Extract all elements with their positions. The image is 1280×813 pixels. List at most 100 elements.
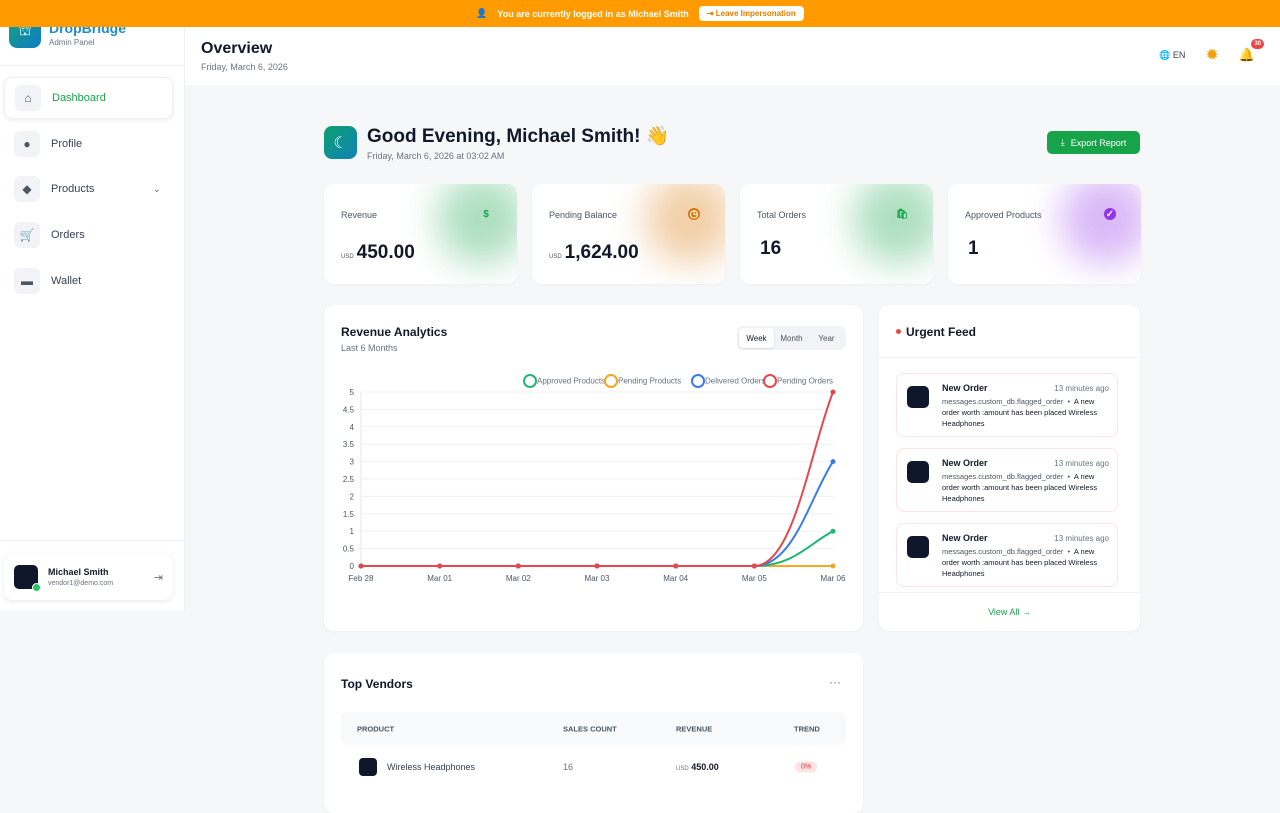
data-point[interactable] bbox=[830, 563, 836, 569]
table-row[interactable]: Wireless Headphones 16 USD 450.00 0% bbox=[341, 750, 846, 783]
y-tick-label: 3.5 bbox=[343, 440, 355, 449]
stat-card: Approved Products ✓ 1 bbox=[948, 184, 1141, 284]
notification-badge: 30 bbox=[1251, 39, 1264, 49]
product-thumbnail bbox=[907, 536, 929, 558]
export-report-button[interactable]: ⤓ Export Report bbox=[1047, 131, 1140, 154]
tab-year[interactable]: Year bbox=[818, 333, 835, 343]
avatar bbox=[14, 565, 41, 592]
x-tick-label: Mar 04 bbox=[663, 574, 688, 583]
revenue-analytics-card: Revenue Analytics Last 6 Months bbox=[324, 305, 863, 631]
live-dot-icon bbox=[896, 329, 901, 334]
banner-text: You are currently logged in as Michael S… bbox=[497, 8, 689, 19]
data-point[interactable] bbox=[515, 563, 521, 569]
logout-icon[interactable]: ⇥ bbox=[153, 571, 163, 584]
greeting-title: Good Evening, Michael Smith! 👋 bbox=[367, 126, 670, 147]
x-tick-label: Feb 28 bbox=[349, 574, 374, 583]
feed-item[interactable]: New Order 13 minutes ago messages.custom_… bbox=[896, 373, 1118, 437]
leave-impersonation-button[interactable]: ⇥ Leave Impersonation bbox=[698, 6, 804, 21]
data-point[interactable] bbox=[830, 459, 836, 465]
sidebar-item-dashboard[interactable]: ⌂ Dashboard bbox=[4, 77, 173, 119]
table-header: PRODUCT SALES COUNT REVENUE TREND bbox=[341, 712, 846, 745]
clock-icon: ◷ bbox=[688, 208, 700, 220]
legend-marker[interactable] bbox=[604, 374, 618, 388]
more-options-icon[interactable]: ··· bbox=[829, 675, 841, 689]
legend-label[interactable]: Pending Orders bbox=[777, 377, 833, 386]
greeting-datetime: Friday, March 6, 2026 at 03:02 AM bbox=[367, 151, 505, 161]
theme-toggle-sun-icon[interactable]: ✹ bbox=[1205, 47, 1219, 64]
data-point[interactable] bbox=[437, 563, 443, 569]
user-card[interactable]: Michael Smith vendor1@demo.com ⇥ bbox=[4, 554, 173, 600]
legend-marker[interactable] bbox=[523, 374, 537, 388]
bell-icon[interactable]: 🔔 30 bbox=[1239, 39, 1264, 63]
y-tick-label: 4.5 bbox=[343, 405, 355, 414]
box-icon: ◆ bbox=[14, 176, 40, 202]
brand-sub: Admin Panel bbox=[49, 38, 95, 47]
data-point[interactable] bbox=[673, 563, 679, 569]
home-icon: ⌂ bbox=[15, 85, 41, 111]
feed-item[interactable]: New Order 13 minutes ago messages.custom_… bbox=[896, 523, 1118, 587]
globe-icon: 🌐 bbox=[1159, 49, 1171, 60]
sidebar-item-products[interactable]: ◆ Products ⌄ bbox=[4, 168, 173, 210]
legend-marker[interactable] bbox=[763, 374, 777, 388]
legend-label[interactable]: Pending Products bbox=[618, 377, 681, 386]
bag-icon: 🛍 bbox=[895, 208, 909, 220]
tab-week[interactable]: Week bbox=[739, 328, 774, 348]
wallet-icon: ▬ bbox=[14, 268, 40, 294]
legend-label[interactable]: Delivered Orders bbox=[705, 377, 765, 386]
download-icon: ⤓ bbox=[1060, 137, 1065, 147]
stat-card: Pending Balance ◷ USD 1,624.00 bbox=[532, 184, 725, 284]
y-tick-label: 5 bbox=[350, 388, 355, 397]
x-tick-label: Mar 05 bbox=[742, 574, 767, 583]
x-tick-label: Mar 06 bbox=[821, 574, 846, 583]
user-icon: ● bbox=[14, 131, 40, 157]
legend-label[interactable]: Approved Products bbox=[537, 377, 605, 386]
data-point[interactable] bbox=[594, 563, 600, 569]
cart-icon: 🛒 bbox=[14, 222, 40, 248]
data-point[interactable] bbox=[830, 528, 836, 534]
page-title: Overview bbox=[201, 40, 273, 57]
top-header: Overview Friday, March 6, 2026 🌐 EN ✹ 🔔 3… bbox=[185, 27, 1280, 85]
chevron-down-icon: ⌄ bbox=[152, 183, 161, 195]
user-secret-icon: 👤 bbox=[476, 8, 488, 18]
stat-card: Total Orders 🛍 16 bbox=[740, 184, 933, 284]
divider bbox=[879, 357, 1140, 358]
product-thumbnail bbox=[907, 386, 929, 408]
legend-marker[interactable] bbox=[691, 374, 705, 388]
sidebar-item-wallet[interactable]: ▬ Wallet bbox=[4, 260, 173, 302]
page-date: Friday, March 6, 2026 bbox=[201, 62, 288, 72]
urgent-feed-card: Urgent Feed New Order 13 minutes ago mess… bbox=[879, 305, 1140, 631]
y-tick-label: 2.5 bbox=[343, 475, 355, 484]
y-tick-label: 1.5 bbox=[343, 510, 355, 519]
data-point[interactable] bbox=[751, 563, 757, 569]
sidebar-item-orders[interactable]: 🛒 Orders bbox=[4, 214, 173, 256]
divider bbox=[0, 540, 185, 541]
stat-card: Revenue $ USD 450.00 bbox=[324, 184, 517, 284]
view-all-link[interactable]: View All → bbox=[988, 607, 1031, 617]
x-tick-label: Mar 02 bbox=[506, 574, 531, 583]
revenue-line-chart: 0 0.5 1 1.5 2 2.5 3 3.5 4 4.5 5 Feb 28 Mar 01 Mar 02 M… bbox=[343, 374, 846, 583]
sidebar-item-profile[interactable]: ● Profile bbox=[4, 123, 173, 165]
impersonation-banner: 👤 You are currently logged in as Michael… bbox=[0, 0, 1280, 27]
check-circle-icon: ✓ bbox=[1104, 208, 1116, 220]
divider bbox=[879, 592, 1140, 593]
y-tick-label: 3 bbox=[350, 458, 355, 467]
y-tick-label: 0 bbox=[350, 562, 355, 571]
data-point[interactable] bbox=[830, 389, 836, 395]
y-tick-label: 2 bbox=[350, 492, 355, 501]
y-tick-label: 1 bbox=[350, 527, 355, 536]
sidebar: ⛫ DropBridge Admin Panel ⌂ Dashboard ● Pro… bbox=[0, 0, 185, 610]
feed-item[interactable]: New Order 13 minutes ago messages.custom_… bbox=[896, 448, 1118, 512]
x-tick-label: Mar 01 bbox=[427, 574, 452, 583]
language-selector[interactable]: 🌐 EN bbox=[1159, 49, 1186, 60]
dollar-icon: $ bbox=[483, 208, 489, 220]
x-tick-label: Mar 03 bbox=[585, 574, 610, 583]
y-tick-label: 4 bbox=[350, 423, 355, 432]
data-point[interactable] bbox=[358, 563, 364, 569]
moon-icon: ☾ bbox=[324, 126, 357, 159]
y-tick-label: 0.5 bbox=[343, 545, 355, 554]
trend-badge: 0% bbox=[795, 761, 818, 772]
tab-month[interactable]: Month bbox=[780, 333, 803, 343]
product-thumbnail bbox=[907, 461, 929, 483]
divider bbox=[0, 65, 185, 66]
product-thumbnail bbox=[359, 757, 377, 776]
